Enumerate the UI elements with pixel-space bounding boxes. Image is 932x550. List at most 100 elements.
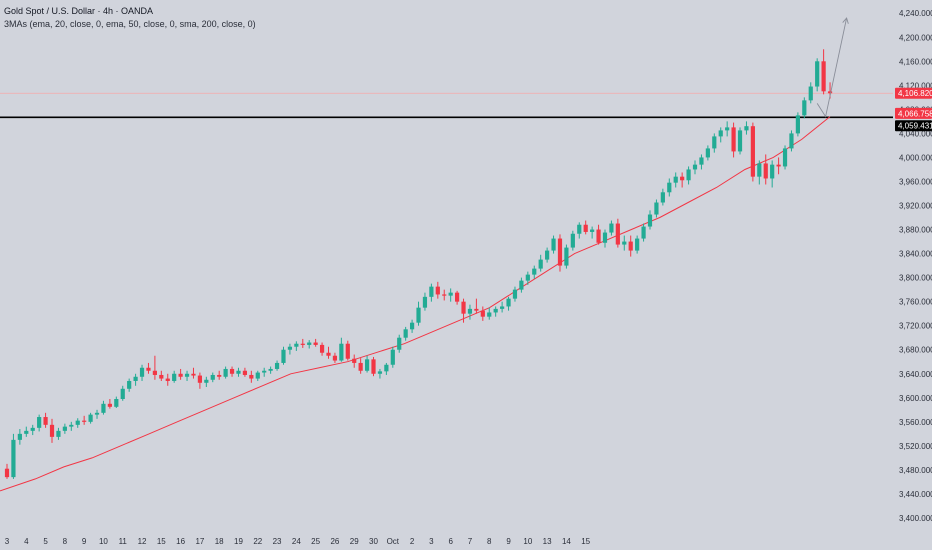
candle-body	[660, 192, 665, 203]
candle	[435, 281, 440, 299]
candle	[660, 188, 665, 206]
candle-body	[782, 148, 788, 167]
candle-body	[191, 373, 196, 376]
candle-body	[461, 301, 466, 314]
candle-body	[596, 229, 601, 243]
candle	[210, 372, 215, 383]
candle-body	[69, 424, 74, 427]
projection-arrow[interactable]	[816, 17, 849, 118]
candle	[204, 376, 209, 387]
candle	[242, 367, 248, 377]
x-tick-label: 3	[5, 537, 10, 546]
candle-body	[326, 352, 331, 356]
candle-body	[223, 368, 228, 377]
x-tick-label: 3	[429, 537, 434, 546]
y-tick-label: 4,240.000	[899, 9, 932, 18]
candle-body	[384, 364, 389, 372]
candle-body	[545, 250, 550, 260]
candle-body	[692, 164, 698, 170]
candle	[24, 426, 29, 437]
candle-body	[307, 342, 312, 345]
price-badge	[895, 107, 932, 119]
candle-body	[127, 380, 132, 389]
candle	[776, 157, 781, 175]
candle-body	[37, 417, 42, 428]
candle-body	[455, 292, 460, 302]
horizontal-levels[interactable]	[0, 92, 893, 119]
x-tick-label: 9	[506, 537, 511, 546]
y-tick-label: 4,000.000	[899, 153, 932, 162]
candle	[384, 362, 389, 375]
candle-body	[49, 424, 55, 437]
x-tick-label: 25	[311, 537, 320, 546]
x-tick-label: 29	[350, 537, 359, 546]
candle	[429, 283, 434, 302]
candle-body	[525, 274, 530, 281]
x-tick-label: 7	[468, 537, 473, 546]
candle-body	[705, 148, 710, 158]
candle	[88, 412, 93, 424]
candle-body	[82, 420, 87, 422]
candle	[127, 378, 132, 392]
candle-body	[101, 403, 106, 413]
candle	[300, 338, 305, 348]
x-tick-label: 10	[99, 537, 108, 546]
candle	[808, 82, 813, 104]
candle-body	[114, 399, 119, 407]
candle	[570, 230, 575, 251]
candle	[506, 296, 511, 311]
candle-body	[62, 426, 67, 431]
candle	[467, 304, 473, 320]
candle-body	[210, 374, 215, 380]
y-tick-label: 3,520.000	[899, 442, 932, 451]
candle-body	[602, 232, 608, 243]
candle-body	[647, 214, 653, 227]
y-tick-label: 3,440.000	[899, 490, 932, 499]
symbol-title[interactable]: Gold Spot / U.S. Dollar · 4h · OANDA	[4, 6, 154, 16]
x-tick-label: 14	[562, 537, 571, 546]
x-tick-label: 9	[82, 537, 87, 546]
price-axis[interactable]: 3,400.000 3,440.000 3,480.000 3,520.000 3,56…	[899, 9, 932, 523]
candle	[262, 367, 267, 377]
candle	[287, 343, 293, 355]
candle-body	[139, 367, 145, 377]
candle	[795, 112, 800, 137]
candle	[602, 229, 608, 248]
candle	[146, 362, 151, 374]
candle	[538, 254, 543, 272]
candle-body	[184, 373, 190, 377]
candle	[178, 368, 183, 380]
time-axis[interactable]: 3 4 5 8 9 10 11 12 15 16 17 18 19 22 23 24 25 26 29 30 Oct 2 3…	[5, 537, 591, 546]
candle	[448, 288, 453, 302]
candle	[94, 409, 100, 419]
candle	[397, 334, 402, 353]
candle-body	[737, 130, 743, 152]
candle	[268, 366, 273, 374]
candle-body	[294, 343, 299, 347]
candle	[628, 235, 633, 257]
candle-body	[506, 298, 511, 307]
y-tick-label: 4,040.000	[899, 129, 932, 138]
candle-body	[673, 176, 678, 183]
candle	[635, 235, 640, 254]
candle-body	[583, 224, 588, 232]
indicator-label[interactable]: 3MAs (ema, 20, close, 0, ema, 50, close,…	[4, 19, 256, 29]
candlesticks[interactable]	[4, 49, 833, 479]
candle	[551, 235, 556, 254]
chart-legend[interactable]: Gold Spot / U.S. Dollar · 4h · OANDA 3MA…	[4, 5, 256, 31]
candle-body	[557, 238, 563, 266]
candle	[744, 121, 749, 135]
candle-body	[770, 164, 775, 179]
candle	[422, 292, 428, 311]
candle	[403, 326, 408, 341]
candle-body	[680, 176, 685, 181]
x-tick-label: 5	[43, 537, 48, 546]
candle-body	[319, 344, 325, 353]
candle	[782, 145, 788, 170]
y-tick-label: 3,480.000	[899, 466, 932, 475]
x-tick-label: 8	[63, 537, 68, 546]
candle-body	[795, 115, 800, 134]
x-tick-label: 12	[138, 537, 147, 546]
